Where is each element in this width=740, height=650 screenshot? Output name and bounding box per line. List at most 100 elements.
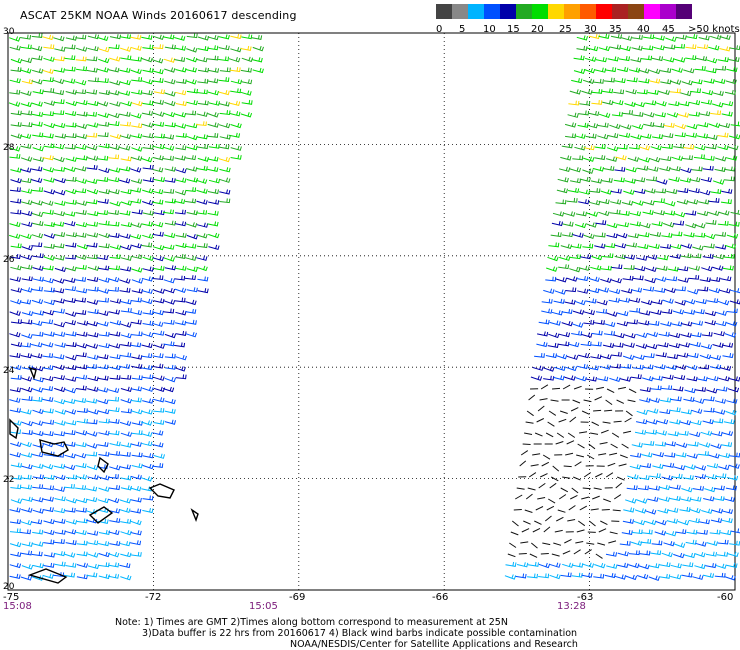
wind-barb bbox=[726, 398, 738, 404]
wind-barb bbox=[230, 145, 242, 151]
wind-barb bbox=[98, 47, 110, 53]
wind-barb bbox=[142, 463, 154, 470]
wind-barb bbox=[585, 376, 597, 382]
wind-barb bbox=[163, 57, 176, 63]
wind-barb bbox=[676, 352, 689, 358]
wind-barb bbox=[636, 89, 648, 95]
wind-barb bbox=[532, 365, 544, 371]
wind-barb bbox=[96, 387, 109, 393]
wind-barb bbox=[665, 364, 677, 371]
wind-barb bbox=[561, 143, 573, 149]
contaminated-barb bbox=[612, 509, 621, 512]
wind-barb bbox=[97, 177, 109, 182]
wind-barb bbox=[108, 112, 120, 119]
wind-barb bbox=[196, 121, 207, 127]
wind-barb bbox=[86, 199, 98, 205]
wind-barb bbox=[151, 221, 164, 228]
wind-barb bbox=[175, 374, 187, 380]
wind-barb bbox=[581, 572, 593, 578]
wind-barb bbox=[715, 310, 727, 316]
wind-barb bbox=[43, 243, 55, 249]
wind-barb bbox=[660, 397, 672, 403]
wind-barb bbox=[185, 110, 197, 116]
wind-barb bbox=[721, 101, 734, 107]
wind-barb bbox=[63, 78, 76, 84]
wind-barb bbox=[667, 431, 679, 437]
wind-barb bbox=[65, 474, 77, 480]
wind-barb bbox=[109, 101, 121, 107]
wind-barb bbox=[648, 156, 661, 163]
wind-barb bbox=[54, 342, 66, 348]
wind-barb bbox=[669, 419, 681, 425]
wind-barb bbox=[613, 177, 625, 183]
wind-barb bbox=[97, 321, 109, 327]
wind-barb bbox=[53, 486, 66, 492]
wind-barb bbox=[666, 354, 678, 360]
wind-barb bbox=[152, 255, 164, 262]
wind-barb bbox=[692, 574, 704, 580]
wind-barb bbox=[643, 112, 655, 118]
wind-barb bbox=[219, 134, 231, 140]
wind-barb bbox=[108, 396, 120, 402]
wind-barb bbox=[674, 300, 686, 306]
wind-barb bbox=[32, 529, 44, 535]
wind-barb bbox=[141, 221, 153, 227]
wind-barb bbox=[537, 331, 549, 337]
wind-barb bbox=[680, 409, 692, 415]
wind-barb bbox=[174, 253, 186, 259]
wind-barb bbox=[708, 453, 720, 459]
wind-barb bbox=[673, 542, 686, 548]
contaminated-barb bbox=[575, 541, 584, 544]
wind-barb bbox=[550, 232, 562, 238]
wind-barb bbox=[130, 68, 142, 75]
contaminated-barb bbox=[523, 520, 531, 525]
wind-barb bbox=[710, 189, 722, 194]
wind-barb bbox=[575, 376, 587, 382]
wind-barb bbox=[174, 275, 186, 281]
contaminated-barb bbox=[592, 495, 600, 500]
wind-barb bbox=[707, 376, 719, 382]
wind-barb bbox=[685, 539, 697, 545]
wind-barb bbox=[63, 552, 76, 558]
wind-barb bbox=[635, 343, 648, 349]
wind-barb bbox=[621, 529, 633, 535]
wind-barb bbox=[705, 58, 718, 64]
wind-barb bbox=[208, 232, 220, 239]
wind-barb bbox=[142, 177, 154, 183]
contaminated-barb bbox=[570, 407, 579, 412]
wind-barb bbox=[131, 76, 143, 82]
wind-barb bbox=[666, 518, 678, 524]
contaminated-barb bbox=[609, 531, 618, 535]
wind-barb bbox=[97, 310, 109, 317]
wind-barb bbox=[97, 497, 109, 504]
wind-barb bbox=[197, 144, 209, 150]
wind-barb bbox=[53, 364, 65, 371]
wind-barb bbox=[108, 144, 120, 151]
contaminated-barb bbox=[524, 509, 533, 513]
wind-barb bbox=[142, 507, 154, 514]
wind-barb bbox=[660, 67, 672, 73]
wind-barb bbox=[636, 573, 649, 580]
wind-barb bbox=[75, 352, 87, 358]
wind-barb bbox=[617, 551, 629, 557]
wind-barb bbox=[663, 222, 675, 228]
wind-barb bbox=[682, 475, 694, 480]
wind-barb bbox=[21, 276, 33, 282]
wind-barb bbox=[151, 167, 164, 173]
wind-barb bbox=[207, 122, 219, 128]
wind-barb bbox=[42, 485, 54, 491]
wind-barb bbox=[175, 177, 187, 183]
wind-barb bbox=[547, 342, 559, 348]
wind-barb bbox=[624, 178, 636, 184]
wind-barb bbox=[630, 57, 642, 63]
wind-barb bbox=[32, 377, 44, 383]
wind-barb bbox=[164, 177, 176, 183]
contaminated-barb bbox=[518, 553, 527, 555]
wind-barb bbox=[53, 431, 65, 437]
wind-barb bbox=[527, 573, 538, 579]
wind-barb bbox=[153, 386, 166, 393]
wind-barb bbox=[642, 286, 655, 292]
wind-barb bbox=[32, 484, 44, 490]
wind-barb bbox=[571, 572, 583, 578]
wind-barb bbox=[240, 67, 252, 73]
